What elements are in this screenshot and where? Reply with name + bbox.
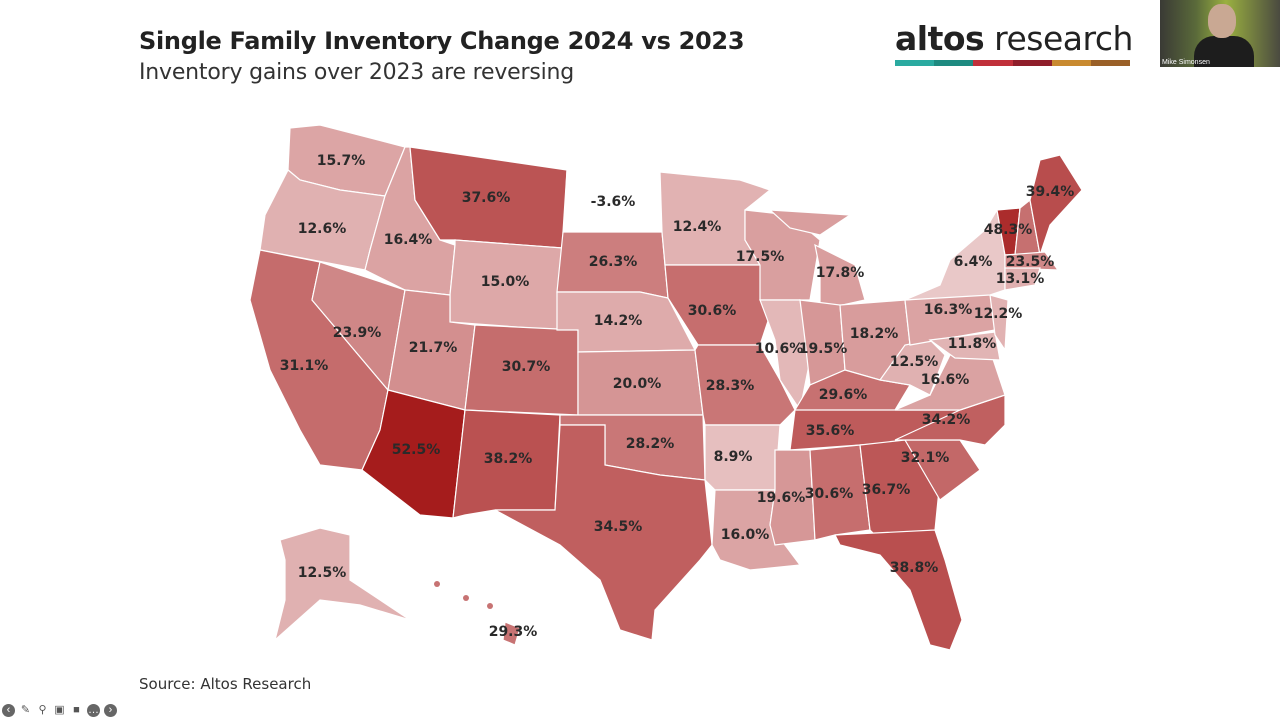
- state-label-wy: 15.0%: [481, 274, 530, 290]
- state-label-md: 11.8%: [948, 336, 997, 352]
- state-label-sd: 26.3%: [589, 254, 638, 270]
- state-label-il: 10.6%: [755, 341, 804, 357]
- state-label-al: 30.6%: [805, 486, 854, 502]
- webcam-video: Mike Simonsen: [1160, 0, 1280, 67]
- altos-logo: altos research: [895, 19, 1133, 66]
- state-label-ct: 13.1%: [996, 271, 1045, 287]
- source-note: Source: Altos Research: [139, 675, 312, 693]
- state-label-nc: 34.2%: [922, 412, 971, 428]
- state-label-tn: 35.6%: [806, 423, 855, 439]
- state-label-nj: 12.2%: [974, 306, 1023, 322]
- state-label-mo: 28.3%: [706, 378, 755, 394]
- logo-color-bar: [895, 60, 1131, 66]
- state-label-vt: 48.3%: [984, 222, 1033, 238]
- state-label-ca: 31.1%: [280, 358, 329, 374]
- logo-bar-segment: [895, 60, 935, 66]
- state-ak: [273, 527, 411, 642]
- state-label-az: 52.5%: [392, 442, 441, 458]
- state-label-mi: 17.8%: [816, 265, 865, 281]
- state-label-wa: 15.7%: [317, 153, 366, 169]
- state-label-wv: 12.5%: [890, 354, 939, 370]
- state-hi-island: [463, 595, 469, 601]
- video-icon[interactable]: ■: [73, 704, 80, 716]
- presentation-toolbar: ‹ ✎ ⚲ ▣ ■ … ›: [2, 704, 117, 717]
- logo-bar-segment: [1051, 60, 1091, 66]
- state-label-me: 39.4%: [1026, 184, 1075, 200]
- state-label-ga: 36.7%: [862, 482, 911, 498]
- state-hi-island: [434, 581, 440, 587]
- captions-icon[interactable]: ▣: [54, 704, 65, 716]
- state-label-ms: 19.6%: [757, 490, 806, 506]
- next-icon[interactable]: ›: [104, 704, 117, 717]
- state-label-fl: 38.8%: [890, 560, 939, 576]
- state-nj: [989, 294, 1009, 352]
- logo-text-bold: altos: [895, 19, 985, 58]
- state-label-hi: 29.3%: [489, 624, 538, 640]
- presenter-body: [1194, 36, 1254, 67]
- state-label-in: 19.5%: [799, 341, 848, 357]
- previous-icon[interactable]: ‹: [2, 704, 15, 717]
- pen-icon[interactable]: ✎: [20, 704, 31, 716]
- logo-bar-segment: [1090, 60, 1131, 66]
- logo-bar-segment: [973, 60, 1013, 66]
- state-label-ks: 20.0%: [613, 376, 662, 392]
- state-label-ny: 6.4%: [954, 254, 993, 270]
- slide-subtitle: Inventory gains over 2023 are reversing: [139, 60, 575, 85]
- state-md: [928, 331, 1001, 361]
- zoom-icon[interactable]: ⚲: [38, 704, 47, 716]
- state-fl: [834, 529, 963, 651]
- state-hi: [502, 621, 521, 646]
- state-mi: [768, 209, 852, 236]
- logo-text-light: research: [984, 19, 1133, 58]
- logo-bar-segment: [934, 60, 974, 66]
- state-label-ok: 28.2%: [626, 436, 675, 452]
- state-label-co: 30.7%: [502, 359, 551, 375]
- state-label-mn: 12.4%: [673, 219, 722, 235]
- state-label-nv: 23.9%: [333, 325, 382, 341]
- state-label-ak: 12.5%: [298, 565, 347, 581]
- state-al: [809, 444, 871, 541]
- state-label-id: 16.4%: [384, 232, 433, 248]
- state-me: [1029, 154, 1083, 256]
- state-label-ar: 8.9%: [714, 449, 753, 465]
- state-label-ia: 30.6%: [688, 303, 737, 319]
- state-label-sc: 32.1%: [901, 450, 950, 466]
- state-label-nm: 38.2%: [484, 451, 533, 467]
- more-icon[interactable]: …: [87, 704, 100, 717]
- state-label-nd: -3.6%: [591, 194, 636, 210]
- state-tx: [494, 424, 713, 641]
- state-label-mt: 37.6%: [462, 190, 511, 206]
- state-label-or: 12.6%: [298, 221, 347, 237]
- state-label-ky: 29.6%: [819, 387, 868, 403]
- state-label-wi: 17.5%: [736, 249, 785, 265]
- state-label-la: 16.0%: [721, 527, 770, 543]
- state-label-ut: 21.7%: [409, 340, 458, 356]
- slide-title: Single Family Inventory Change 2024 vs 2…: [139, 27, 745, 55]
- webcam-name: Mike Simonsen: [1162, 59, 1210, 66]
- state-label-ma: 23.5%: [1006, 254, 1055, 270]
- state-label-ne: 14.2%: [594, 313, 643, 329]
- presenter-head: [1208, 4, 1236, 38]
- state-label-pa: 16.3%: [924, 302, 973, 318]
- logo-bar-segment: [1012, 60, 1052, 66]
- state-wv: [878, 339, 946, 396]
- state-label-tx: 34.5%: [594, 519, 643, 535]
- state-ma: [1004, 251, 1060, 271]
- state-label-oh: 18.2%: [850, 326, 899, 342]
- state-hi-island: [487, 603, 493, 609]
- state-label-va: 16.6%: [921, 372, 970, 388]
- state-ct: [1004, 267, 1041, 291]
